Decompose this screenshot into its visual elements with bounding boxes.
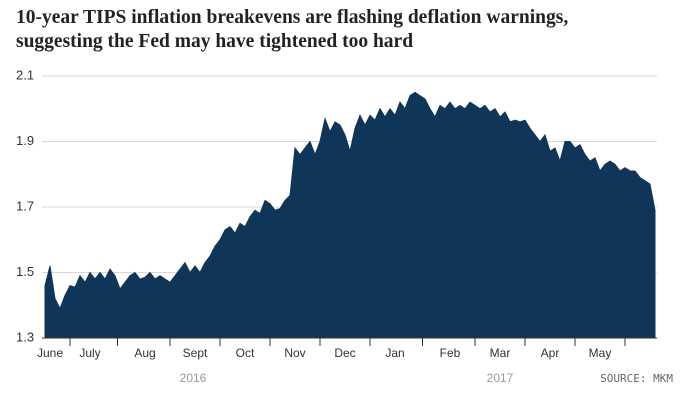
x-tick-label: Feb — [440, 346, 461, 360]
y-tick-label: 2.1 — [16, 67, 34, 82]
x-tick-label: Nov — [284, 346, 305, 360]
x-tick-label: May — [589, 346, 612, 360]
x-tick-label: Apr — [541, 346, 560, 360]
x-tick-label: Mar — [490, 346, 511, 360]
source: SOURCE: MKM — [600, 372, 673, 385]
x-tick-label: July — [79, 346, 100, 360]
x-tick-label: Jan — [385, 346, 404, 360]
x-tick-label: Sept — [183, 346, 208, 360]
x-tick-label: June — [37, 346, 63, 360]
x-tick-label: Dec — [334, 346, 355, 360]
y-tick-label: 1.5 — [16, 264, 34, 279]
area — [44, 91, 656, 339]
x-tick-label: Oct — [236, 346, 255, 360]
year-label: 2017 — [487, 371, 514, 385]
chart-title: 10-year TIPS inflation breakevens are fl… — [16, 7, 569, 52]
y-tick-label: 1.7 — [16, 198, 34, 213]
y-tick-label: 1.9 — [16, 133, 34, 148]
y-tick-label: 1.3 — [16, 329, 34, 344]
x-tick-label: Aug — [134, 346, 155, 360]
year-label: 2016 — [180, 371, 207, 385]
